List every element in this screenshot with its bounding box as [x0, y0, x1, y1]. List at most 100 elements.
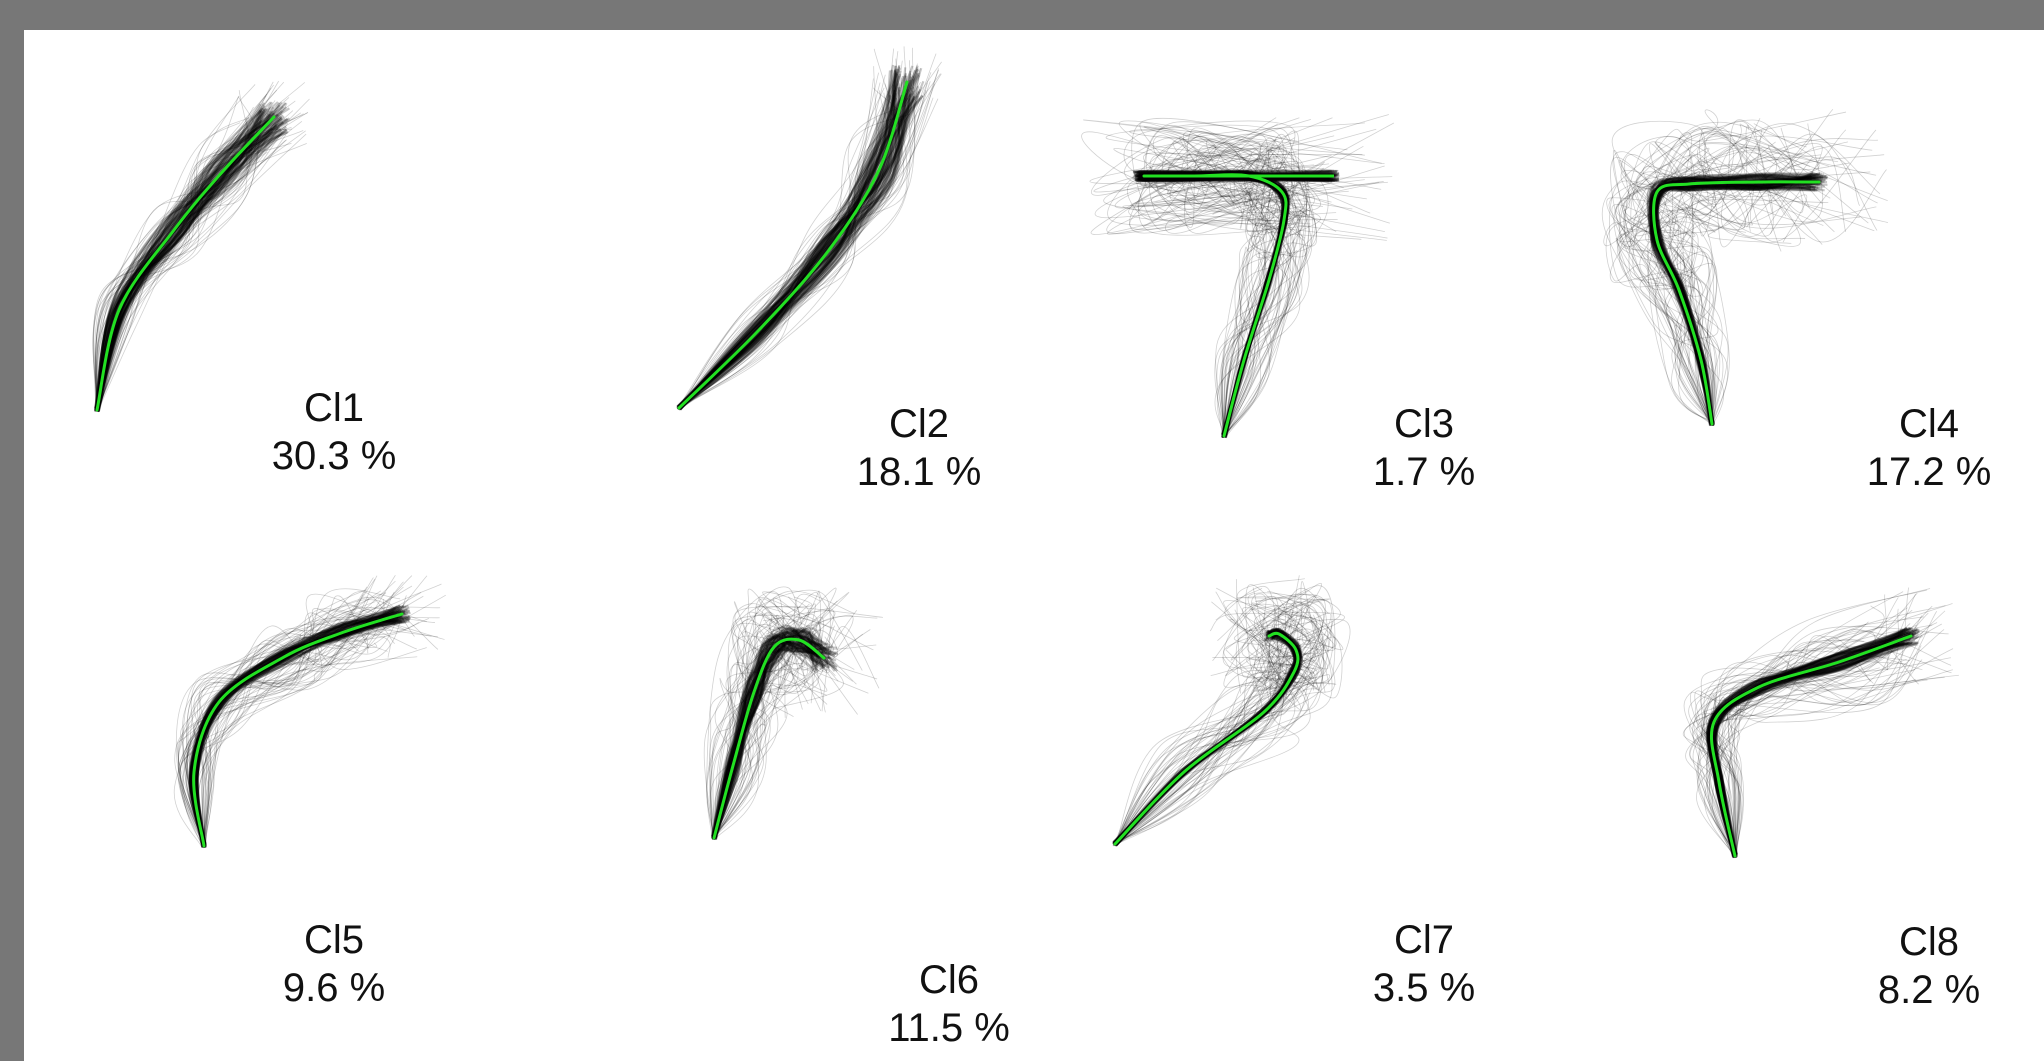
trajectory-line [679, 114, 905, 410]
trajectory-line [190, 591, 395, 846]
trajectory-line [1654, 133, 1830, 424]
trajectory-line [1115, 633, 1300, 846]
trajectory-line [1697, 636, 1871, 856]
trajectory-line [713, 633, 836, 838]
trajectory-line [711, 631, 839, 839]
trajectory-line [1113, 609, 1291, 846]
trajectory-line [98, 131, 285, 412]
trajectory-line [680, 81, 908, 409]
trajectory-line [97, 117, 253, 411]
trajectory-line [1112, 587, 1337, 844]
trajectory-line [1632, 143, 1877, 426]
trajectory-line [1705, 658, 1907, 855]
trajectory-line [714, 611, 855, 841]
trajectory-line [1650, 127, 1804, 424]
panel-cl7: Cl7 3.5 % [1034, 548, 1539, 1060]
trajectory-line [711, 626, 819, 840]
cluster-label-cl4: Cl4 17.2 % [1849, 400, 2009, 496]
trajectory-line [1616, 146, 1847, 425]
trajectory-line [194, 605, 396, 848]
trajectory-line [196, 619, 397, 846]
trajectory-line [1115, 629, 1315, 845]
trajectory-line [679, 80, 925, 407]
trajectory-line [1129, 161, 1304, 437]
trajectory-line [94, 120, 271, 412]
trajectory-line [98, 110, 294, 413]
panel-cl2: Cl2 18.1 % [529, 36, 1034, 548]
trajectory-line [1642, 123, 1824, 425]
trajectory-plot-cl1 [92, 80, 310, 413]
trajectory-line [713, 646, 836, 840]
cluster-percent: 3.5 % [1372, 966, 1476, 1010]
trajectory-line [1114, 636, 1343, 844]
trajectory-line [677, 83, 936, 408]
trajectory-line [1194, 119, 1311, 437]
trajectory-line [679, 93, 911, 408]
trajectory-line [714, 590, 863, 839]
trajectory-line [1186, 127, 1307, 437]
trajectory-line [1137, 134, 1385, 438]
trajectory-line [95, 120, 283, 410]
trajectory-line [1668, 132, 1751, 426]
trajectory-line [1681, 194, 1808, 425]
trajectory-line [711, 627, 824, 837]
trajectory-line [196, 606, 397, 845]
trajectory-line [1149, 144, 1382, 435]
trajectory-line [1624, 141, 1803, 425]
trajectory-line [1184, 158, 1362, 435]
trajectory-line [679, 92, 913, 410]
trajectory-line [1617, 146, 1806, 424]
trajectory-line [678, 81, 900, 408]
trajectory-line [1706, 633, 1904, 855]
trajectory-line [198, 636, 427, 846]
trajectory-line [714, 649, 816, 839]
trajectory-line [1113, 578, 1316, 844]
trajectory-line [1093, 141, 1330, 437]
trajectory-line [1668, 133, 1878, 423]
trajectory-line [1113, 635, 1301, 846]
trajectory-line [712, 631, 822, 838]
trajectory-line [1650, 177, 1822, 424]
trajectory-line [175, 619, 432, 846]
trajectory-line [95, 118, 289, 410]
trajectory-line [1707, 627, 1908, 856]
trajectory-line [711, 635, 823, 838]
trajectory-line [715, 663, 806, 837]
trajectory-line [1116, 581, 1326, 844]
trajectory-line [1692, 676, 1945, 858]
trajectory-line [1696, 623, 1943, 856]
trajectory-line [713, 606, 883, 838]
trajectory-line [713, 638, 878, 839]
mean-trajectory-line [192, 612, 404, 848]
trajectory-line [1083, 119, 1348, 437]
trajectory-line [680, 81, 931, 410]
trajectory-line [676, 71, 898, 410]
trajectory-line [1139, 122, 1371, 436]
trajectory-line [1107, 131, 1337, 438]
trajectory-line [189, 610, 396, 847]
trajectory-line [679, 98, 939, 408]
mean-trajectory-line [95, 115, 276, 412]
trajectory-line [711, 610, 858, 839]
trajectory-bundle [676, 46, 942, 411]
trajectory-line [197, 631, 388, 845]
trajectory-line [204, 618, 374, 847]
trajectory-line [712, 610, 836, 837]
trajectory-line [680, 109, 884, 408]
trajectory-line [1701, 645, 1922, 857]
trajectory-line [711, 636, 826, 838]
trajectory-line [186, 606, 373, 848]
trajectory-line [678, 68, 919, 410]
trajectory-plot-cl4 [1601, 109, 1889, 427]
trajectory-line [1130, 168, 1349, 437]
trajectory-line [679, 88, 909, 408]
trajectory-line [1167, 117, 1289, 437]
trajectory-line [678, 87, 901, 410]
trajectory-line [1655, 176, 1824, 426]
trajectory-line [1712, 594, 1887, 858]
trajectory-line [95, 117, 283, 411]
trajectory-line [1612, 150, 1787, 424]
trajectory-line [677, 100, 918, 409]
trajectory-line [97, 127, 279, 412]
trajectory-line [1701, 634, 1923, 857]
